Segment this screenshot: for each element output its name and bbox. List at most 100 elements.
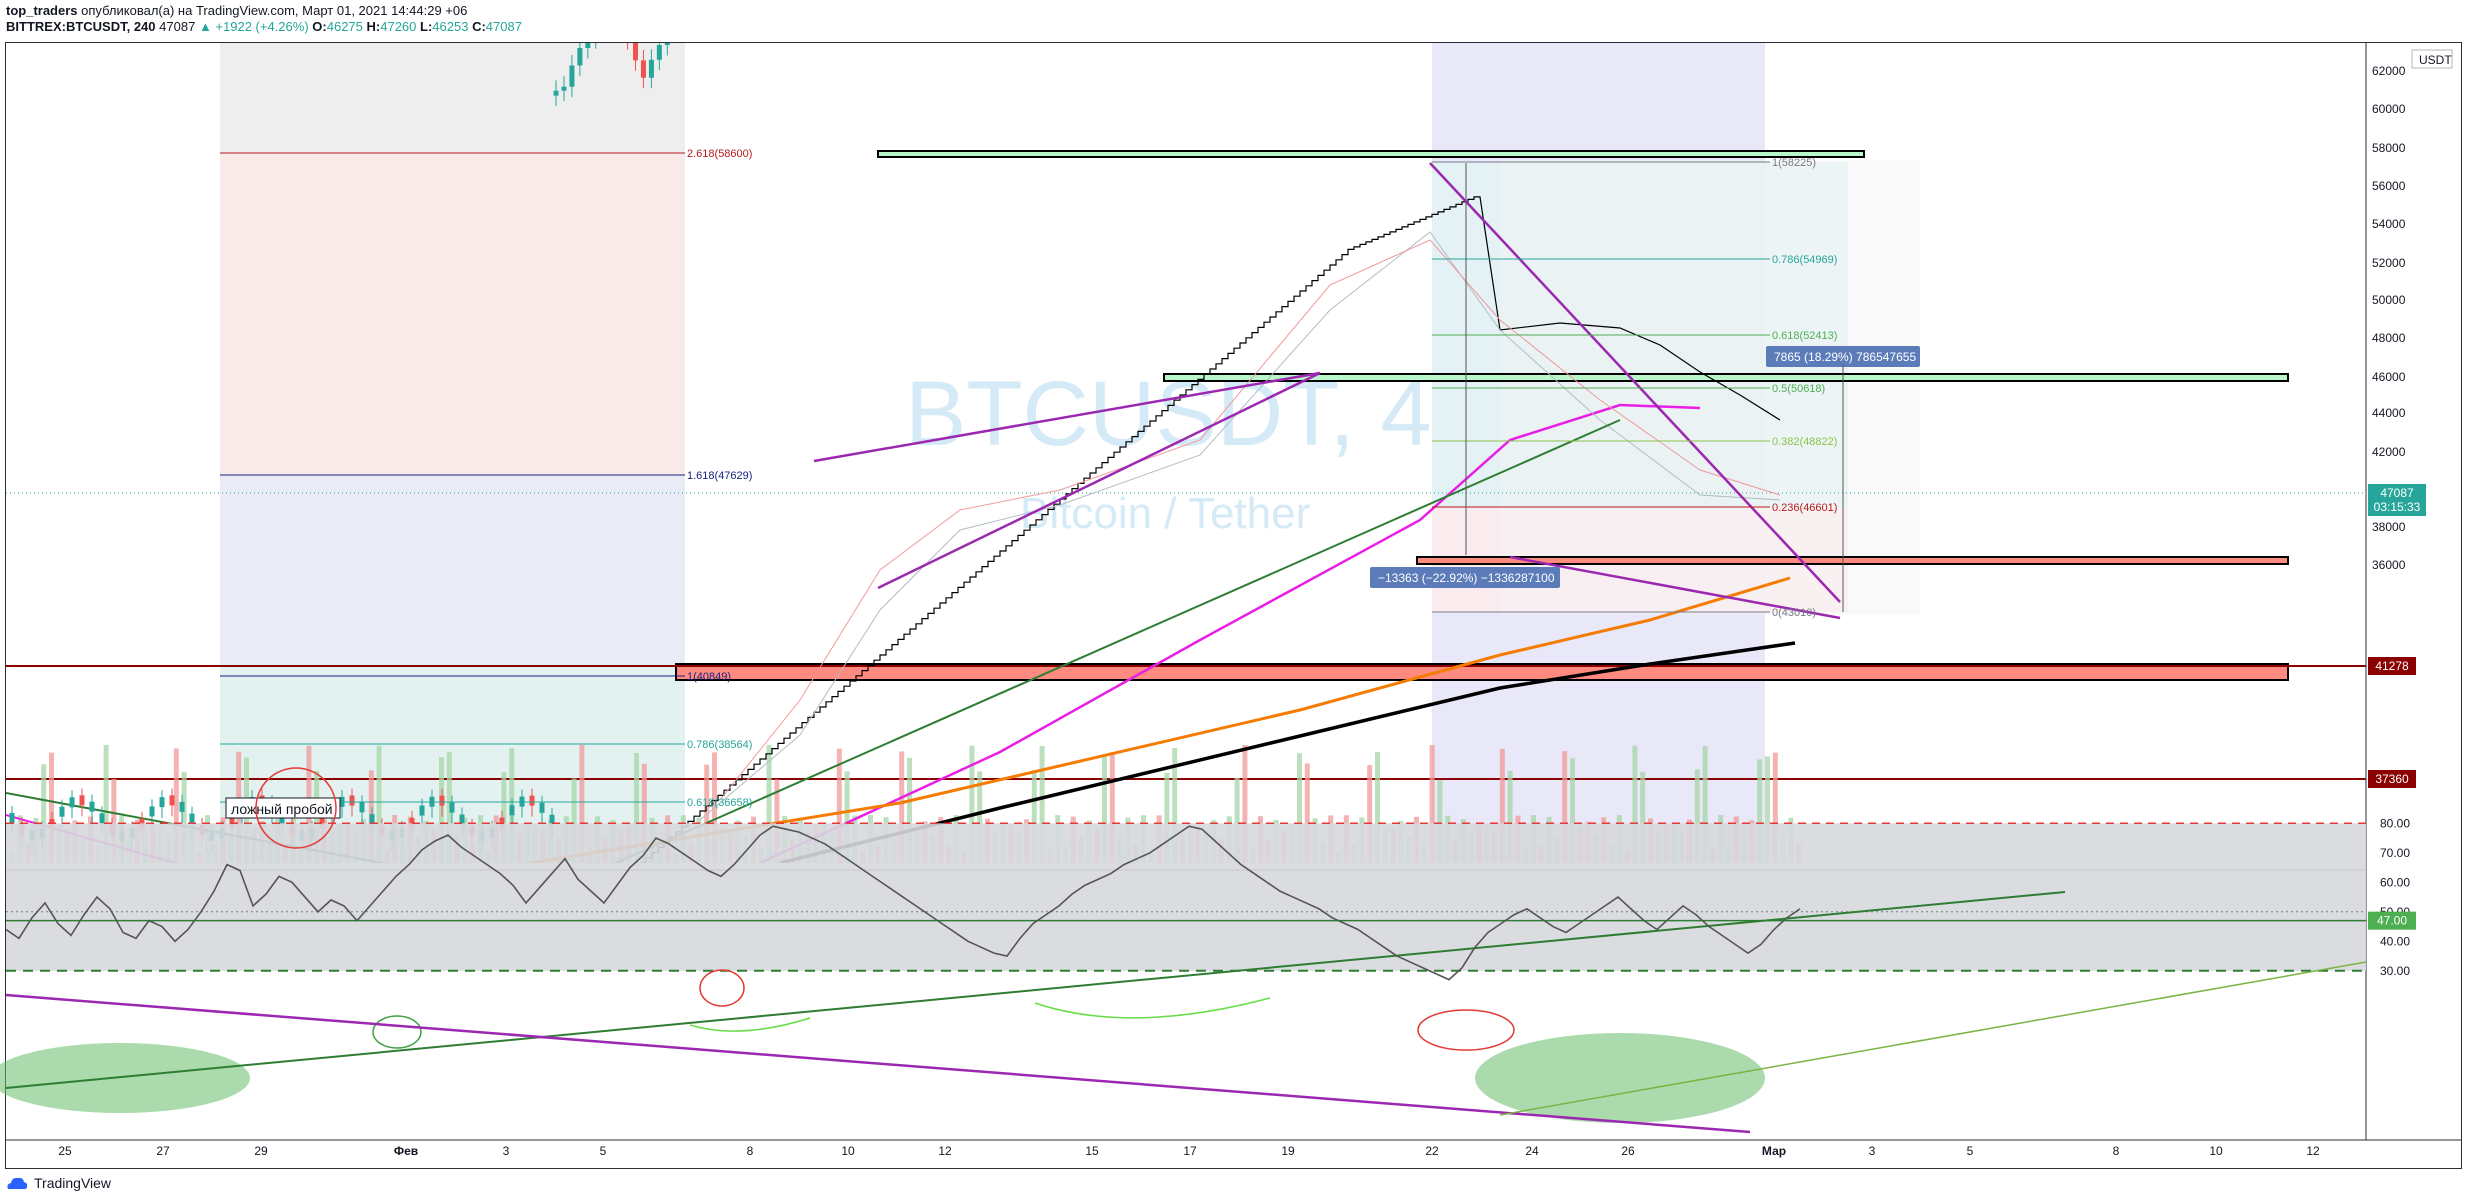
author-name[interactable]: top_traders	[6, 3, 78, 18]
volume-bar	[1507, 770, 1513, 863]
rsi-falling-trendline[interactable]	[5, 993, 1751, 1134]
candle-body[interactable]	[561, 86, 567, 91]
ma-thin-red[interactable]	[719, 239, 1781, 801]
rsi-line[interactable]	[5, 825, 1801, 981]
support-zone-41k[interactable]	[675, 663, 2289, 681]
last-price-tag-bg	[2368, 484, 2426, 516]
rsi-zone-ellipse-right[interactable]	[1475, 1033, 1765, 1123]
rsi-circle-red-right[interactable]	[1417, 1009, 1515, 1051]
candle-body[interactable]	[159, 797, 165, 808]
false-breakout-box[interactable]	[225, 797, 341, 819]
candle-body[interactable]	[609, 3, 614, 15]
fib-ret-label: 0.618(52413)	[1772, 330, 1837, 342]
chart-header: top_traders опубликовал(а) на TradingVie…	[6, 3, 1806, 35]
last-price: 47087	[159, 19, 196, 34]
publish-info: опубликовал(а) на TradingView.com, Март …	[81, 3, 468, 18]
symbol-label[interactable]: BITTREX:BTCUSDT, 240	[6, 19, 156, 34]
candle-body[interactable]	[69, 797, 75, 808]
candle-body[interactable]	[673, 9, 678, 25]
falling-support[interactable]	[1509, 555, 1841, 620]
rsi-zone-ellipse-left[interactable]	[0, 1043, 250, 1113]
fib-ret-label: 0.236(46601)	[1772, 502, 1837, 514]
time-axis-label: 15	[1085, 1144, 1099, 1158]
candle-body[interactable]	[648, 59, 654, 78]
candle-body[interactable]	[509, 805, 515, 816]
candle-body[interactable]	[189, 813, 195, 824]
fib-ret-label: 0(43010)	[1772, 607, 1816, 619]
candle-body[interactable]	[577, 48, 583, 66]
volume-bar	[1640, 771, 1646, 863]
rsi-axis-label: 40.00	[2380, 934, 2410, 948]
candle-body[interactable]	[549, 814, 555, 825]
tradingview-logo[interactable]: TradingView	[6, 1175, 111, 1191]
candle-body[interactable]	[149, 806, 155, 817]
candle-body[interactable]	[681, 0, 686, 9]
volume-bar	[111, 778, 117, 863]
time-axis-label: 3	[1869, 1144, 1876, 1158]
candle-body[interactable]	[656, 45, 662, 60]
rsi-arc-green-2[interactable]	[689, 1017, 811, 1032]
candle-body[interactable]	[593, 30, 598, 38]
resistance-zone-58k[interactable]	[877, 150, 1865, 158]
candle-body[interactable]	[601, 15, 606, 30]
candle-body[interactable]	[625, 23, 630, 39]
candle-body[interactable]	[79, 795, 85, 806]
falling-trendline[interactable]	[1429, 162, 1841, 603]
volume-bar	[1437, 779, 1443, 863]
rsi-circle-green[interactable]	[372, 1015, 422, 1049]
candle-body[interactable]	[529, 795, 535, 806]
resistance-zone-51k[interactable]	[1163, 373, 2289, 382]
candle-body[interactable]	[617, 3, 622, 23]
candle-body[interactable]	[179, 801, 185, 812]
false-breakout-circle[interactable]	[255, 767, 337, 849]
measure-down-label: −13363 (−22.92%) −1336287100	[1378, 571, 1555, 585]
ma-black[interactable]	[779, 641, 1796, 863]
candle-body[interactable]	[539, 802, 545, 813]
rsi-rising-trendline[interactable]	[5, 891, 2066, 1089]
candle-body[interactable]	[369, 814, 375, 825]
last-price-tag: 47087	[2380, 486, 2414, 500]
candle-body[interactable]	[585, 38, 591, 49]
candle-body[interactable]	[359, 802, 365, 813]
candle-body[interactable]	[9, 813, 15, 823]
candle-body[interactable]	[169, 795, 175, 806]
candle-body[interactable]	[553, 90, 559, 96]
candle-body[interactable]	[59, 806, 65, 817]
rsi-arc-green[interactable]	[1034, 997, 1271, 1019]
rising-trendline[interactable]	[600, 419, 1621, 870]
rsi-circle-red-left[interactable]	[699, 969, 745, 1007]
volume-bar	[836, 748, 842, 863]
support-zone-45k[interactable]	[1416, 556, 2289, 565]
candle-body[interactable]	[664, 25, 670, 46]
candle-body[interactable]	[633, 39, 639, 61]
candle-body[interactable]	[640, 60, 646, 78]
candle-body[interactable]	[419, 805, 425, 816]
candle-body[interactable]	[279, 813, 285, 824]
candle-body[interactable]	[349, 795, 355, 806]
currency-badge-box[interactable]	[2411, 49, 2453, 69]
volume-bar	[103, 745, 109, 863]
channel-top[interactable]	[813, 371, 1321, 463]
false-breakout-label: ложный пробой	[231, 801, 333, 817]
candle-body[interactable]	[439, 795, 445, 806]
measure-down-box	[1370, 567, 1560, 588]
channel-bottom[interactable]	[877, 371, 1321, 590]
candle-body[interactable]	[89, 801, 95, 812]
rsi-axis-label: 60.00	[2380, 875, 2410, 889]
volume-bar	[1234, 777, 1240, 863]
close-label: C:	[472, 19, 486, 34]
volume-bar	[1570, 758, 1575, 863]
candle-body[interactable]	[569, 65, 575, 87]
ma-magenta[interactable]	[759, 403, 1701, 863]
candle-body[interactable]	[99, 813, 105, 824]
rsi-axis-label: 30.00	[2380, 964, 2410, 978]
fib-ext-label: 2.618(58600)	[687, 148, 752, 160]
candle-body[interactable]	[459, 814, 465, 825]
ma-orange[interactable]	[529, 576, 1791, 863]
time-axis-label: Мар	[1762, 1144, 1786, 1158]
candle-body[interactable]	[449, 802, 455, 813]
rsi-support-trendline[interactable]	[1499, 961, 2367, 1116]
high-label: H:	[366, 19, 381, 34]
volume-bar	[49, 752, 54, 863]
